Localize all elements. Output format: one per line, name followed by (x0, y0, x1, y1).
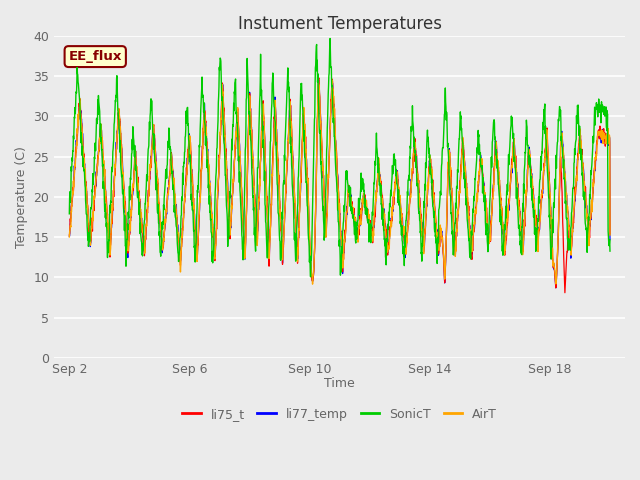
Title: Instument Temperatures: Instument Temperatures (237, 15, 442, 33)
X-axis label: Time: Time (324, 377, 355, 390)
Y-axis label: Temperature (C): Temperature (C) (15, 146, 28, 248)
Text: EE_flux: EE_flux (68, 50, 122, 63)
Legend: li75_t, li77_temp, SonicT, AirT: li75_t, li77_temp, SonicT, AirT (177, 403, 502, 426)
